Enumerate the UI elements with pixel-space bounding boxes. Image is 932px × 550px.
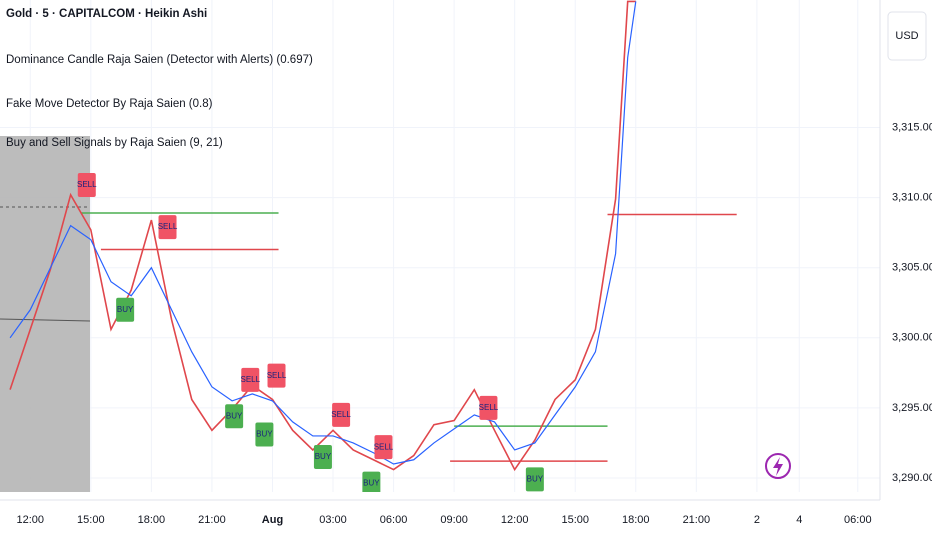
x-tick-label: 18:00 xyxy=(138,514,166,526)
signal-marker xyxy=(362,471,381,492)
signal-marker xyxy=(267,363,286,388)
signal-marker xyxy=(241,367,260,392)
signal-label: SELL xyxy=(158,222,178,231)
signal-label: BUY xyxy=(315,452,332,461)
x-tick-label: 03:00 xyxy=(319,514,347,526)
signal-marker xyxy=(479,395,498,420)
series-line xyxy=(9,1,637,465)
signal-label: BUY xyxy=(527,474,544,483)
plot: SELL BUY SELL BUY SELL BUY SELL BUY SELL BUY SELL S… xyxy=(9,0,737,492)
box-line xyxy=(0,318,91,322)
indicator: Dominance Candle Raja Saien (Detector wi… xyxy=(6,54,313,66)
y-tick-label: 3,290.00 xyxy=(892,472,932,484)
signal-marker xyxy=(332,402,351,427)
event-icon[interactable] xyxy=(765,453,791,479)
signal-marker xyxy=(158,215,177,240)
selection-box xyxy=(0,136,90,492)
x-tick-label: 21:00 xyxy=(683,514,711,526)
y-tick-label: 3,295.00 xyxy=(892,402,932,414)
y-tick-label: 3,305.00 xyxy=(892,262,932,274)
signal-label: SELL xyxy=(479,403,499,412)
signal-label: SELL xyxy=(240,375,260,384)
y-tick-label: 3,300.00 xyxy=(892,332,932,344)
signal-marker xyxy=(255,422,274,447)
signal-marker xyxy=(313,444,332,469)
grid xyxy=(0,0,880,492)
x-tick-label: 12:00 xyxy=(501,514,529,526)
signal-label: BUY xyxy=(363,479,380,488)
signal-label: BUY xyxy=(226,411,243,420)
x-tick-label: 18:00 xyxy=(622,514,650,526)
signal-label: SELL xyxy=(374,442,394,451)
y-tick-label: 3,310.00 xyxy=(892,192,932,204)
y-tick-label: 3,315.00 xyxy=(892,121,932,133)
signal-marker xyxy=(116,297,135,322)
signal-marker xyxy=(225,404,244,429)
x-tick-label: 4 xyxy=(796,514,802,526)
currency[interactable]: USD xyxy=(895,30,918,42)
signal-label: SELL xyxy=(77,180,97,189)
signal-label: SELL xyxy=(331,410,351,419)
x-tick-label: Aug xyxy=(262,514,283,526)
x-tick-label: 06:00 xyxy=(380,514,408,526)
x-tick-label: 2 xyxy=(754,514,760,526)
indicator: Fake Move Detector By Raja Saien (0.8) xyxy=(6,98,213,110)
signal-label: SELL xyxy=(267,371,287,380)
chart-title: Gold · 5 · CAPITALCOM · Heikin Ashi xyxy=(6,8,207,20)
currency-box[interactable] xyxy=(887,11,927,61)
signal-label: BUY xyxy=(117,305,134,314)
x-tick-label: 15:00 xyxy=(77,514,105,526)
signal-label: BUY xyxy=(256,430,273,439)
x-tick-label: 09:00 xyxy=(440,514,468,526)
indicator: Buy and Sell Signals by Raja Saien (9, 2… xyxy=(6,137,223,149)
x-tick-label: 12:00 xyxy=(17,514,45,526)
x-tick-label: 06:00 xyxy=(844,514,872,526)
signal-marker xyxy=(77,173,96,198)
x-tick-label: 21:00 xyxy=(198,514,226,526)
x-tick-label: 15:00 xyxy=(561,514,589,526)
signal-marker xyxy=(374,435,393,460)
signal-marker xyxy=(525,467,544,492)
lightning xyxy=(773,457,783,476)
